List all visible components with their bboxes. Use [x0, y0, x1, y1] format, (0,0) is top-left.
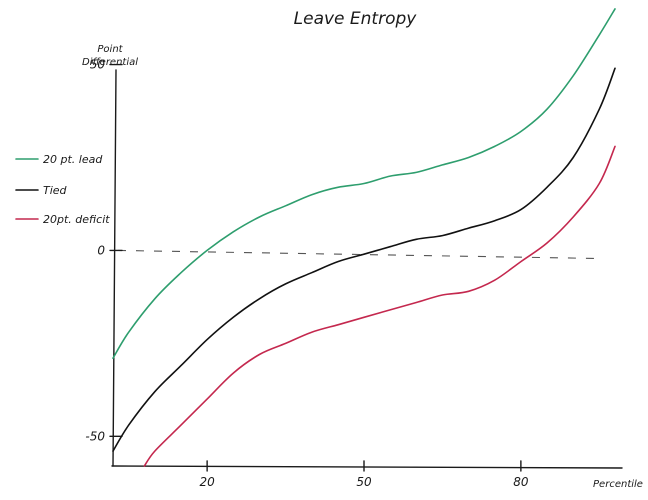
zero-reference-line [117, 249, 596, 259]
x-tick-label: 80 [513, 475, 529, 489]
series-line-2 [143, 145, 616, 467]
x-tick-label: 50 [356, 475, 372, 489]
y-tick-label: 50 [90, 58, 106, 72]
legend: 20 pt. lead Tied 20pt. deficit [15, 153, 110, 226]
x-axis-line [111, 465, 623, 469]
legend-item: Tied [15, 184, 68, 197]
x-axis-label: Percentile [593, 479, 643, 490]
legend-label: 20pt. deficit [43, 213, 110, 226]
x-tick-label: 20 [199, 475, 215, 489]
y-axis-label: Point Differential [82, 44, 138, 68]
legend-label: 20 pt. lead [43, 153, 103, 166]
y-axis-label-line: Point [97, 44, 123, 55]
zero-reference-line-group [117, 249, 596, 259]
series-line-0 [112, 8, 616, 359]
y-tick-group: 50 0 -50 [85, 58, 123, 443]
y-axis-label-line: Differential [82, 57, 138, 68]
y-tick-label: 0 [97, 243, 105, 257]
legend-label: Tied [43, 184, 68, 197]
legend-item: 20 pt. lead [15, 153, 103, 166]
legend-item: 20pt. deficit [15, 213, 110, 226]
x-tick-group: 20 50 80 [199, 460, 529, 489]
y-axis-line [112, 69, 117, 467]
chart-title: Leave Entropy [294, 9, 418, 29]
series-group [112, 8, 616, 467]
series-line-1 [112, 67, 616, 452]
y-tick-label: -50 [85, 429, 105, 443]
